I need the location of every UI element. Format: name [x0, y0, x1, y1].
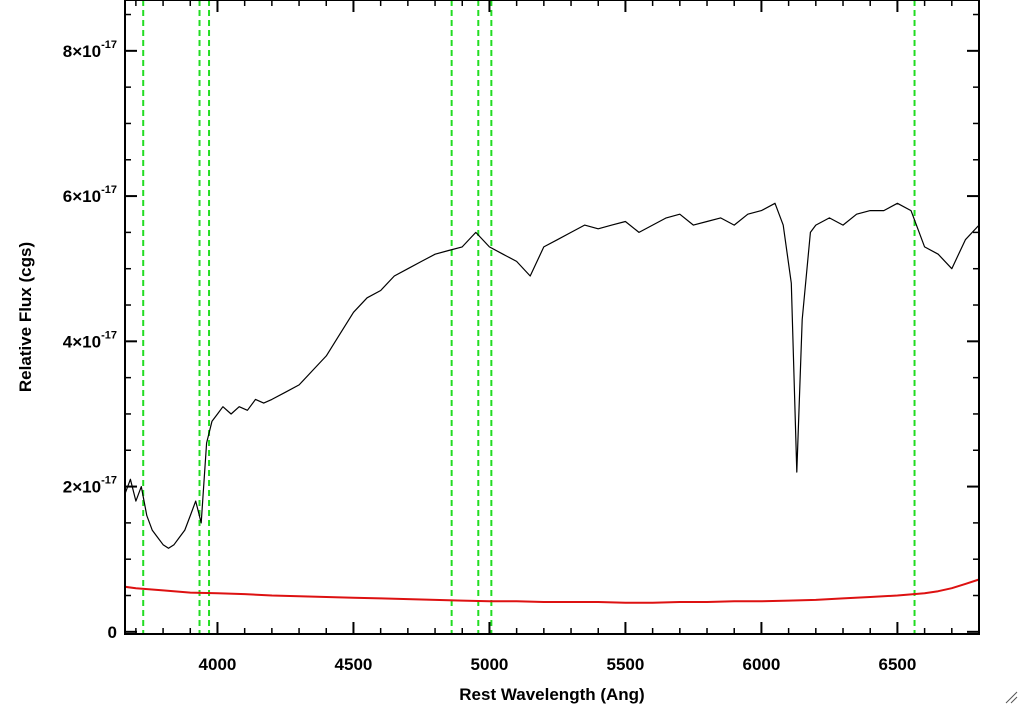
y-tick-label: 8×10-17	[63, 39, 117, 61]
x-tick-labels: 4000 4500 5000 5500 6000 6500	[199, 655, 917, 674]
plot-frame	[124, 0, 980, 635]
x-tick-label: 4000	[199, 655, 237, 674]
x-axis-label: Rest Wavelength (Ang)	[459, 685, 644, 704]
spectrum-series	[124, 202, 980, 604]
x-tick-label: 5500	[607, 655, 645, 674]
y-axis-label: Relative Flux (cgs)	[16, 242, 35, 392]
x-tick-label: 5000	[471, 655, 509, 674]
x-tick-label: 4500	[335, 655, 373, 674]
x-tick-label: 6000	[743, 655, 781, 674]
axis-ticks	[125, 0, 980, 634]
resize-grip-icon[interactable]	[1004, 690, 1018, 704]
y-tick-label: 6×10-17	[63, 184, 117, 206]
error-line	[124, 578, 980, 604]
x-tick-label: 6500	[878, 655, 916, 674]
emission-line-markers	[142, 0, 916, 634]
y-tick-label: 0	[108, 623, 117, 642]
y-tick-label: 4×10-17	[63, 329, 117, 351]
spectrum-line	[124, 202, 980, 549]
y-tick-label: 2×10-17	[63, 475, 117, 497]
y-tick-labels: 0 2×10-17 4×10-17 6×10-17 8×10-17	[63, 39, 117, 642]
